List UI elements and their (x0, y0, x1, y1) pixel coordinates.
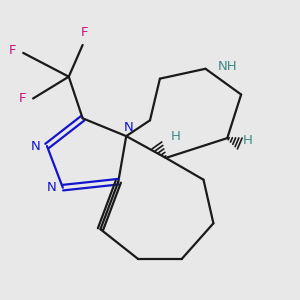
Text: N: N (31, 140, 41, 152)
Text: NH: NH (218, 60, 238, 73)
Text: H: H (171, 130, 181, 143)
Text: F: F (9, 44, 16, 57)
Text: N: N (47, 181, 57, 194)
Text: F: F (19, 92, 26, 105)
Text: H: H (242, 134, 252, 147)
Text: F: F (81, 26, 88, 39)
Text: N: N (123, 121, 133, 134)
